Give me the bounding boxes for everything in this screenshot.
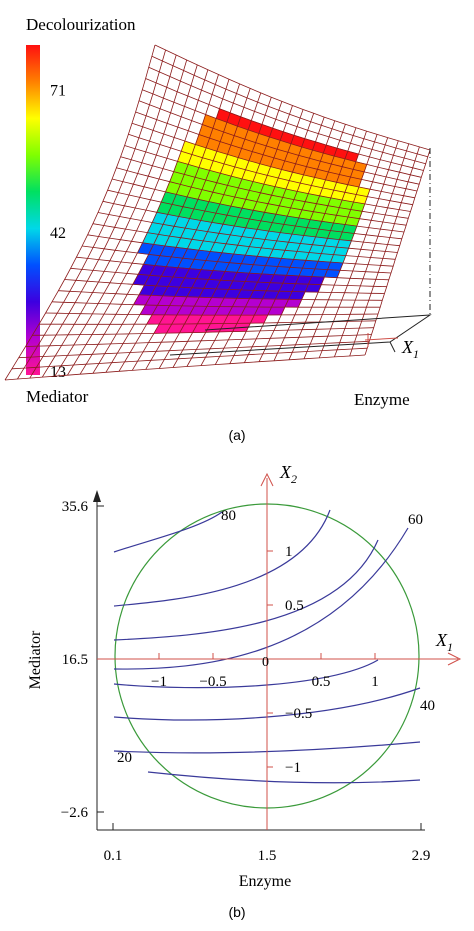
colorbar-ticks: 13 42 71 (50, 82, 66, 381)
coded-y-tick-label: −1 (285, 760, 301, 776)
contour-line (147, 771, 421, 784)
coded-y-tick-label: −0.5 (285, 706, 312, 722)
mesh-line (148, 66, 426, 165)
surface-panel: Decolourization 13 42 71 X1 Mediator Enzym… (4, 15, 432, 443)
mesh-line (82, 245, 392, 274)
mesh-line (135, 111, 418, 192)
x-tick-label: 1.5 (258, 848, 277, 864)
mesh-line (151, 55, 428, 158)
coded-y-tick-label: 0.5 (285, 598, 304, 614)
coded-x-tick-label: −1 (151, 674, 167, 690)
mesh-line (87, 234, 394, 267)
mesh-line (128, 133, 413, 206)
coded-y-tick-label: 1 (285, 544, 293, 560)
mesh-line (102, 200, 400, 247)
contour-line (113, 511, 223, 553)
coded-tick-labels: −1 −0.5 0.5 110.5−0.5−1 (151, 544, 379, 776)
mesh-line (145, 78, 424, 171)
mesh-line (154, 44, 431, 151)
contour-label: 80 (221, 508, 236, 524)
mesh-line (142, 89, 422, 178)
mesh-line (32, 327, 374, 336)
mesh-line (18, 340, 370, 359)
mesh-line (131, 122, 415, 199)
panel-a-caption: (a) (228, 427, 245, 443)
colorbar-title: Decolourization (26, 15, 136, 34)
enzyme-label-a: Enzyme (354, 390, 410, 409)
mesh-line (4, 354, 366, 381)
surface-mesh (4, 44, 431, 381)
mesh-line (138, 100, 420, 185)
colorbar-tick-label: 13 (50, 364, 66, 381)
contour-line (113, 539, 379, 641)
mesh-line (11, 347, 368, 370)
mesh-line (116, 167, 407, 226)
coded-origin: 0 (262, 655, 269, 670)
mesh-line (120, 156, 409, 219)
mesh-line (70, 267, 387, 288)
colorbar-tick-label: 71 (50, 82, 66, 99)
contour-line (113, 527, 409, 670)
coded-x-tick-label: 1 (371, 674, 379, 690)
mediator-label-a: Mediator (26, 387, 89, 406)
mesh-line (76, 256, 389, 281)
x-tick-label: 2.9 (412, 848, 431, 864)
colorbar (26, 45, 40, 375)
mesh-line (58, 290, 383, 301)
mesh-line (64, 279, 385, 294)
contour-label: 60 (408, 512, 423, 528)
contour-label: 20 (117, 750, 132, 766)
coded-x-tick-label: 0.5 (312, 674, 331, 690)
y-tick-label: −2.6 (61, 805, 89, 821)
y-tick-label: 16.5 (62, 652, 88, 668)
coded-axes (97, 472, 462, 830)
coded-x-tick-label: −0.5 (199, 674, 226, 690)
mesh-line (92, 223, 396, 260)
contour-line (113, 659, 379, 689)
panel-b-caption: (b) (228, 904, 245, 920)
contour-line (113, 509, 331, 607)
y-axis-label: Mediator (27, 630, 44, 689)
contour-panel: −2.6 16.5 35.6 0.1 1.5 2.9 Mediator Enzyme 8… (27, 462, 462, 920)
x1-label-a: X1 (401, 337, 419, 361)
mesh-line (25, 334, 372, 347)
mesh-line (39, 320, 376, 325)
contour-lines: 80 60 40 20 (113, 508, 435, 784)
y-ticks: −2.6 16.5 35.6 (61, 499, 104, 821)
contour-label: 40 (420, 698, 435, 714)
mesh-line (124, 145, 411, 212)
x-axis-label: Enzyme (239, 873, 291, 890)
mesh-line (29, 54, 177, 379)
y-tick-label: 35.6 (62, 499, 89, 515)
x2-label: X2 (279, 462, 297, 486)
mesh-line (97, 212, 398, 253)
mesh-line (51, 301, 381, 308)
axes-frame (93, 490, 425, 831)
mesh-line (45, 312, 379, 316)
mesh-line (112, 178, 405, 233)
colorbar-tick-label: 42 (50, 225, 66, 242)
contour-line (113, 741, 421, 754)
base-frame (169, 148, 432, 356)
mesh-line (107, 189, 402, 240)
x1-label: X1 (435, 630, 453, 654)
x-tick-label: 0.1 (104, 848, 123, 864)
contour-line (113, 687, 421, 721)
